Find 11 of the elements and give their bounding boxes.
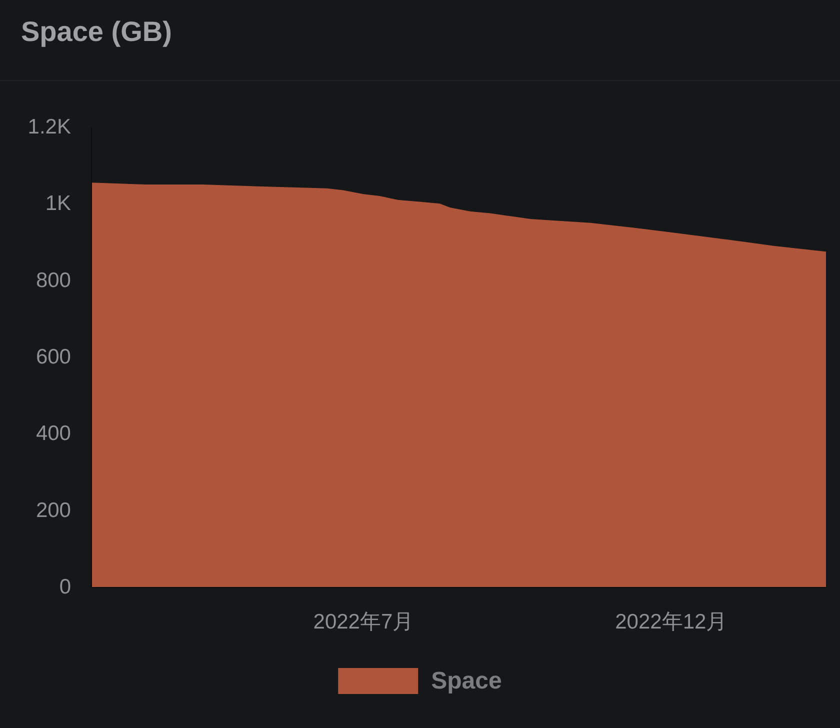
y-tick-label: 1K — [45, 192, 71, 216]
x-tick-label: 2022年12月 — [615, 610, 728, 634]
y-tick-label: 400 — [36, 422, 71, 446]
y-tick-label: 1.2K — [28, 116, 71, 138]
y-tick-label: 800 — [36, 268, 71, 292]
x-tick-label: 2022年7月 — [313, 610, 414, 634]
y-tick-label: 0 — [59, 576, 71, 598]
y-tick-label: 600 — [36, 346, 71, 368]
chart-title: Space (GB) — [21, 16, 172, 47]
legend-label: Space — [431, 668, 502, 694]
y-tick-label: 200 — [36, 498, 71, 522]
